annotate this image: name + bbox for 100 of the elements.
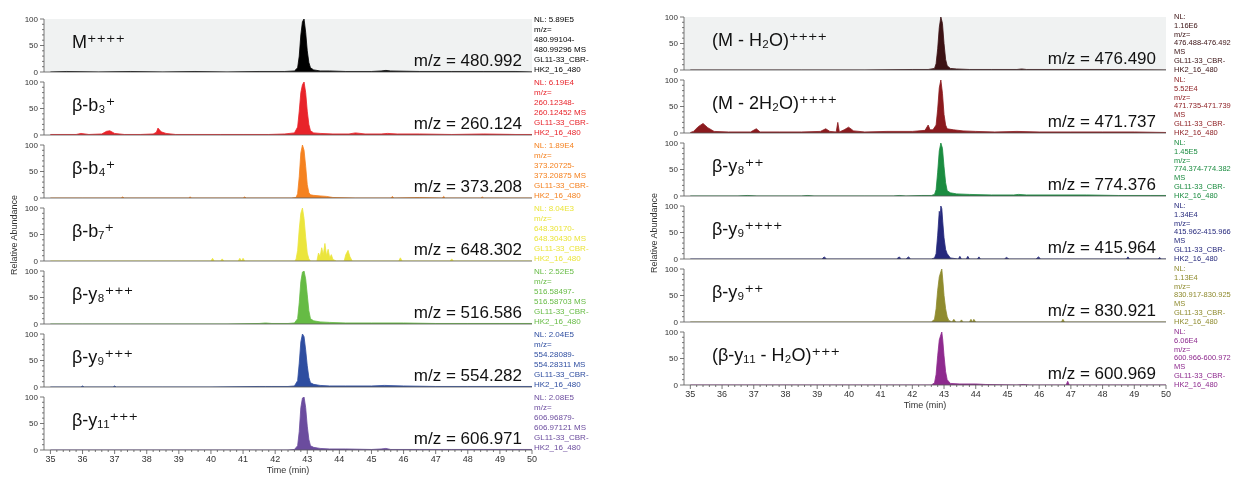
y-tick-label: 100 — [664, 12, 679, 22]
text: β-b₇⁺ — [72, 220, 115, 242]
text: (M - 2H₂O)⁺⁺⁺⁺ — [712, 92, 837, 114]
annotation: m/z = 516.586 — [413, 302, 522, 323]
y-tick-label: 50 — [29, 293, 39, 303]
text: β-y₉⁺⁺ — [712, 281, 764, 303]
y-tick-label: 100 — [24, 77, 39, 87]
annotation: m/z = 480.992 — [413, 50, 522, 71]
x-tick-label: 36 — [77, 454, 88, 465]
y-tick-label: 50 — [29, 41, 39, 51]
x-tick-label: 45 — [1002, 389, 1013, 400]
y-tick-label: 0 — [33, 382, 39, 392]
y-tick-label: 100 — [664, 201, 679, 211]
x-tick-label: 43 — [302, 454, 313, 465]
x-tick-label: 42 — [270, 454, 281, 465]
x-tick-label: 42 — [907, 389, 918, 400]
y-tick-label: 50 — [29, 230, 39, 240]
x-tick-label: 41 — [238, 454, 249, 465]
x-tick-label: 49 — [1129, 389, 1140, 400]
y-tick-label: 0 — [673, 254, 679, 264]
text: β-b₄⁺ — [72, 157, 116, 179]
annotation: m/z = 830.921 — [1047, 300, 1156, 321]
x-tick-label: 41 — [875, 389, 886, 400]
text: β-y₁₁⁺⁺⁺ — [72, 409, 138, 431]
x-tick-label: 46 — [1034, 389, 1045, 400]
annotation: m/z = 260.124 — [413, 113, 522, 134]
y-tick-label: 50 — [29, 104, 39, 114]
text: (M - H₂O)⁺⁺⁺⁺ — [712, 29, 827, 51]
y-tick-label: 50 — [29, 356, 39, 366]
x-tick-label: 35 — [45, 454, 56, 465]
x-tick-label: 35 — [685, 389, 696, 400]
y-tick-label: 50 — [669, 291, 679, 301]
x-tick-label: 48 — [1097, 389, 1108, 400]
x-tick-label: 45 — [366, 454, 377, 465]
x-tick-label: 37 — [748, 389, 759, 400]
text: NL: 5.89E5 m/z= 480.99104- 480.99296 MS GL11-33_CBR- HK2_16_480 — [534, 15, 589, 75]
y-tick-label: 50 — [669, 354, 679, 364]
annotation: m/z = 606.971 — [413, 428, 522, 449]
text: β-y₉⁺⁺⁺⁺ — [712, 218, 783, 240]
y-axis-title: Relative Abundance — [648, 192, 659, 273]
x-tick-label: 43 — [939, 389, 950, 400]
text: NL: 2.08E5 m/z= 606.96879- 606.97121 MS GL11-33_CBR- HK2_16_480 — [534, 393, 589, 453]
text: M⁺⁺⁺⁺ — [72, 31, 125, 53]
x-tick-label: 50 — [1160, 389, 1172, 400]
y-tick-label: 0 — [33, 445, 39, 455]
y-tick-label: 100 — [24, 329, 39, 339]
x-tick-label: 37 — [109, 454, 120, 465]
y-axis-title: Relative Abundance — [8, 194, 19, 275]
annotation: m/z = 476.490 — [1047, 48, 1156, 69]
text: NL: 2.04E5 m/z= 554.28089- 554.28311 MS GL11-33_CBR- HK2_16_480 — [534, 330, 589, 390]
y-tick-label: 100 — [24, 140, 39, 150]
text: NL: 1.89E4 m/z= 373.20725- 373.20875 MS GL11-33_CBR- HK2_16_480 — [534, 141, 589, 201]
x-tick-label: 50 — [526, 454, 538, 465]
y-tick-label: 50 — [29, 167, 39, 177]
annotation: m/z = 554.282 — [413, 365, 522, 386]
x-axis-title: Time (min) — [266, 465, 310, 475]
x-tick-label: 39 — [812, 389, 823, 400]
text: (β-y₁₁ - H₂O)⁺⁺⁺ — [712, 344, 840, 366]
y-tick-label: 50 — [669, 228, 679, 238]
y-tick-label: 100 — [664, 138, 679, 148]
y-tick-label: 0 — [33, 130, 39, 140]
text: NL: 6.19E4 m/z= 260.12348- 260.12452 MS GL11-33_CBR- HK2_16_480 — [534, 78, 589, 138]
annotation: m/z = 373.208 — [413, 176, 522, 197]
annotation: m/z = 471.737 — [1047, 111, 1156, 132]
x-tick-label: 48 — [462, 454, 473, 465]
y-tick-label: 0 — [33, 319, 39, 329]
x-tick-label: 47 — [430, 454, 441, 465]
x-tick-label: 44 — [334, 454, 345, 465]
y-tick-label: 50 — [669, 39, 679, 49]
y-tick-label: 0 — [673, 191, 679, 201]
y-tick-label: 100 — [664, 75, 679, 85]
y-tick-label: 0 — [673, 65, 679, 75]
text: β-b₃⁺ — [72, 94, 116, 116]
text: β-y₈⁺⁺⁺ — [72, 283, 134, 305]
y-tick-label: 100 — [24, 392, 39, 402]
x-tick-label: 38 — [141, 454, 152, 465]
text: β-y₈⁺⁺ — [712, 155, 764, 177]
y-tick-label: 0 — [673, 128, 679, 138]
y-tick-label: 0 — [673, 380, 679, 390]
annotation: m/z = 774.376 — [1047, 174, 1156, 195]
x-tick-label: 40 — [205, 454, 216, 465]
y-tick-label: 100 — [664, 327, 679, 337]
y-tick-label: 50 — [29, 419, 39, 429]
y-tick-label: 50 — [669, 165, 679, 175]
annotation: m/z = 415.964 — [1047, 237, 1156, 258]
text: β-y₉⁺⁺⁺ — [72, 346, 133, 368]
x-tick-label: 38 — [780, 389, 791, 400]
y-tick-label: 100 — [664, 264, 679, 274]
y-tick-label: 0 — [673, 317, 679, 327]
text: NL: 8.04E3 m/z= 648.30170- 648.30430 MS GL11-33_CBR- HK2_16_480 — [534, 204, 589, 264]
x-tick-label: 47 — [1065, 389, 1076, 400]
y-tick-label: 100 — [24, 266, 39, 276]
x-tick-label: 49 — [494, 454, 505, 465]
y-tick-label: 100 — [24, 14, 39, 24]
x-tick-label: 39 — [173, 454, 184, 465]
y-tick-label: 50 — [669, 102, 679, 112]
x-tick-label: 44 — [970, 389, 981, 400]
y-tick-label: 100 — [24, 203, 39, 213]
x-tick-label: 46 — [398, 454, 409, 465]
annotation: m/z = 600.969 — [1047, 363, 1156, 384]
